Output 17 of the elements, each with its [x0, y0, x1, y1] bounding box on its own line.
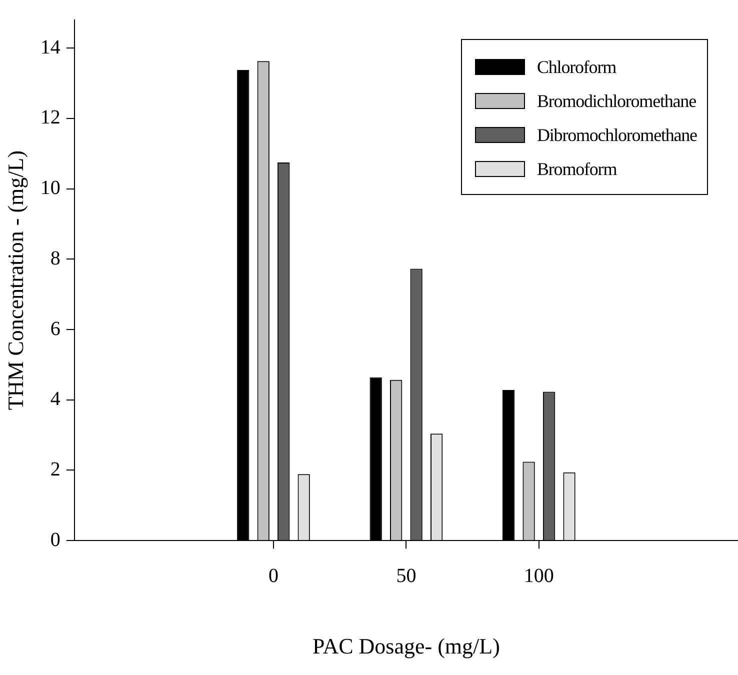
- y-tick-label: 14: [40, 36, 60, 58]
- y-tick-label: 12: [40, 106, 60, 129]
- y-tick-label: 2: [50, 458, 60, 480]
- x-tick-label: 50: [396, 564, 416, 587]
- legend-label: Bromodichloromethane: [537, 90, 696, 112]
- x-tick-label: 100: [524, 564, 554, 587]
- y-tick-label: 6: [50, 318, 60, 340]
- x-tick-label: 0: [268, 564, 278, 587]
- y-tick-label: 0: [50, 528, 60, 551]
- x-axis-title: PAC Dosage- (mg/L): [312, 634, 500, 659]
- y-tick-label: 10: [40, 177, 60, 200]
- legend-label: Dibromochloromethane: [537, 124, 697, 146]
- y-tick-label: 4: [50, 388, 60, 410]
- y-axis-title: THM Concentration - (mg/L): [2, 150, 28, 410]
- legend-label: Bromoform: [537, 158, 617, 180]
- y-tick-label: 8: [50, 247, 60, 270]
- legend-label: Chloroform: [537, 56, 616, 78]
